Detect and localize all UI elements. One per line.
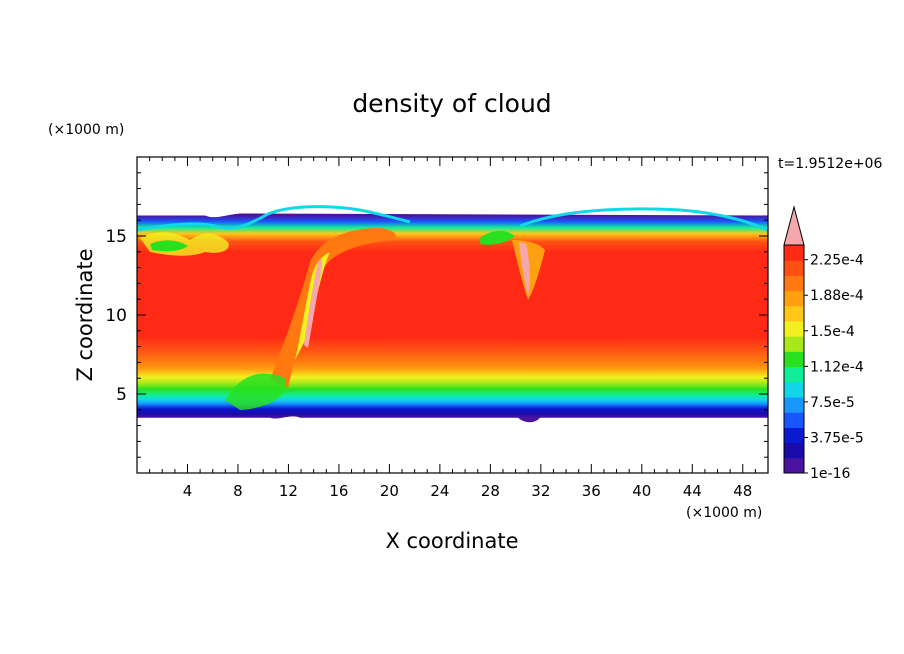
narrow-updraft-core [519, 242, 530, 296]
colorbar-swatch [784, 260, 804, 276]
x-tick-label: 20 [380, 482, 399, 500]
time-label: t=1.9512e+06 [778, 156, 882, 172]
updraft-core-pink [304, 259, 323, 348]
x-tick-label: 44 [683, 482, 702, 500]
colorbar-swatch [784, 321, 804, 337]
colorbar-swatch [784, 290, 804, 307]
chart-title: density of cloud [352, 89, 551, 118]
y-tick-label: 15 [105, 227, 127, 247]
colorbar-swatch [784, 427, 804, 444]
colorbar-swatch [784, 336, 804, 352]
y-tick-label: 5 [116, 385, 127, 405]
colorbar-label: 1.5e-4 [810, 324, 855, 340]
colorbar-swatch [784, 442, 804, 459]
y-unit-label: (×1000 m) [48, 122, 124, 138]
x-tick-label: 48 [733, 482, 752, 500]
anvil-rim-left [137, 205, 411, 232]
left-top-eddies-green [150, 240, 188, 252]
x-unit-label: (×1000 m) [686, 505, 762, 521]
y-axis-label: Z coordinate [73, 248, 97, 381]
colorbar-label: 1.12e-4 [810, 359, 864, 375]
x-tick-label: 12 [279, 482, 298, 500]
colorbar-overflow-arrow [783, 205, 805, 246]
x-tick-marks: 4 8 12 16 20 24 28 32 36 40 44 48 [149, 157, 756, 500]
colorbar-swatch [784, 457, 804, 474]
colorbar-label: 1.88e-4 [810, 288, 864, 304]
colorbar-frame [783, 244, 805, 474]
colorbar-swatch [784, 366, 804, 383]
colorbar-swatch [784, 351, 804, 368]
x-tick-label: 8 [233, 482, 243, 500]
colorbar-swatch [784, 397, 804, 413]
colorbar-swatch [784, 245, 804, 261]
cloud-region [137, 213, 768, 423]
x-tick-label: 16 [329, 482, 348, 500]
x-tick-label: 40 [632, 482, 651, 500]
x-tick-label: 24 [430, 482, 449, 500]
colorbar-label: 1e-16 [810, 466, 850, 482]
x-tick-label: 4 [183, 482, 193, 500]
x-axis-label: X coordinate [385, 529, 518, 553]
x-tick-label: 36 [582, 482, 601, 500]
x-tick-label: 28 [481, 482, 500, 500]
colorbar-label: 7.5e-5 [810, 395, 855, 411]
colorbar-label: 3.75e-5 [810, 430, 864, 446]
anvil-rim-right [519, 207, 768, 232]
updraft-tongue [270, 228, 396, 388]
colorbar-label: 2.25e-4 [810, 253, 864, 269]
y-tick-marks: 5 10 15 [105, 172, 768, 458]
y-tick-label: 10 [105, 306, 127, 326]
colorbar-swatch [784, 305, 804, 322]
colorbar: 1e-16 3.75e-5 7.5e-5 1.12e-4 1.5e-4 1.88e-4 2.… [783, 205, 864, 482]
colorbar-swatch [784, 412, 804, 428]
colorbar-swatch [784, 381, 804, 398]
right-rim-eddy [480, 230, 515, 245]
low-turbulent-patch [225, 373, 287, 410]
x-tick-label: 32 [531, 482, 550, 500]
colorbar-swatch [784, 275, 804, 292]
cloud-field [137, 205, 768, 423]
